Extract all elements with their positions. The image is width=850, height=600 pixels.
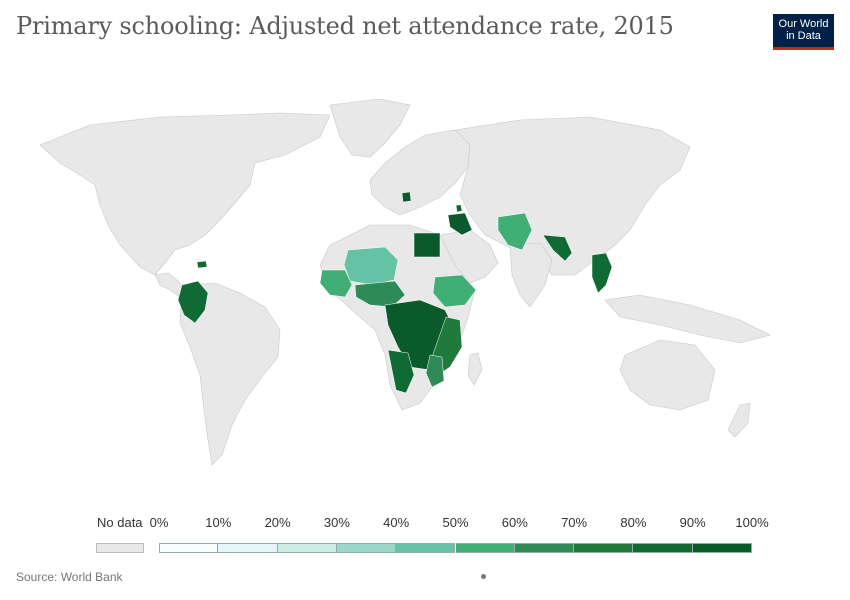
legend-tick-label: 70% [561, 515, 588, 530]
australia[interactable] [619, 339, 716, 411]
region-west-africa-coast[interactable] [319, 269, 353, 298]
legend-bin[interactable] [514, 543, 575, 553]
north-america[interactable] [39, 112, 331, 276]
madagascar[interactable] [467, 352, 483, 386]
greenland[interactable] [329, 98, 411, 158]
india[interactable] [509, 242, 553, 308]
region-ethiopia[interactable] [432, 274, 477, 308]
source-note: Source: World Bank [16, 570, 123, 584]
legend-tick-label: 40% [383, 515, 410, 530]
legend-bin[interactable] [277, 543, 337, 553]
legend-tick-label: 50% [442, 515, 469, 530]
region-west-africa-sahel[interactable] [343, 246, 399, 286]
region-nepal-bangladesh[interactable] [542, 234, 573, 262]
region-haiti[interactable] [196, 260, 208, 269]
legend-bin[interactable] [455, 543, 515, 553]
owid-logo[interactable]: Our World in Data [773, 14, 834, 50]
legend-tick-label: 20% [264, 515, 291, 530]
legend-tick-label: 60% [501, 515, 528, 530]
south-america[interactable] [179, 282, 281, 466]
legend: No data 0% 10% 20% 30% 40% 50% 60% 70% 80% 90% 100… [0, 510, 850, 560]
timeline-dot[interactable] [481, 574, 486, 579]
legend-tick-label: 10% [205, 515, 232, 530]
europe[interactable] [369, 129, 471, 216]
legend-bin[interactable] [633, 543, 693, 553]
southeast-asia-islands[interactable] [604, 294, 771, 344]
legend-bin[interactable] [396, 543, 456, 553]
legend-bin[interactable] [218, 543, 278, 553]
region-mozambique[interactable] [425, 354, 445, 388]
logo-line-1: Our World [778, 18, 829, 30]
region-angola-namibia[interactable] [387, 349, 415, 394]
legend-tick-label: 100% [735, 515, 769, 530]
legend-no-data-label: No data [97, 515, 143, 530]
world-map [39, 98, 771, 466]
region-iraq[interactable] [447, 212, 473, 236]
region-vietnam-laos[interactable] [591, 252, 613, 294]
legend-bin[interactable] [159, 543, 219, 553]
legend-tick-label: 80% [620, 515, 647, 530]
legend-tick-label: 90% [679, 515, 706, 530]
legend-tick-label: 0% [149, 515, 169, 530]
chart-title: Primary schooling: Adjusted net attendan… [16, 12, 674, 40]
legend-no-data-swatch[interactable] [96, 543, 144, 553]
legend-bin[interactable] [336, 543, 397, 553]
region-egypt[interactable] [413, 232, 441, 258]
region-serbia[interactable] [401, 191, 412, 203]
legend-tick-label: 30% [323, 515, 350, 530]
new-zealand[interactable] [727, 402, 751, 438]
region-colombia[interactable] [177, 280, 209, 324]
region-afghanistan-pakistan[interactable] [497, 212, 533, 251]
logo-line-2: in Data [786, 30, 821, 42]
legend-bin[interactable] [692, 543, 752, 553]
region-lebanon[interactable] [455, 204, 463, 213]
legend-bin[interactable] [574, 543, 634, 553]
